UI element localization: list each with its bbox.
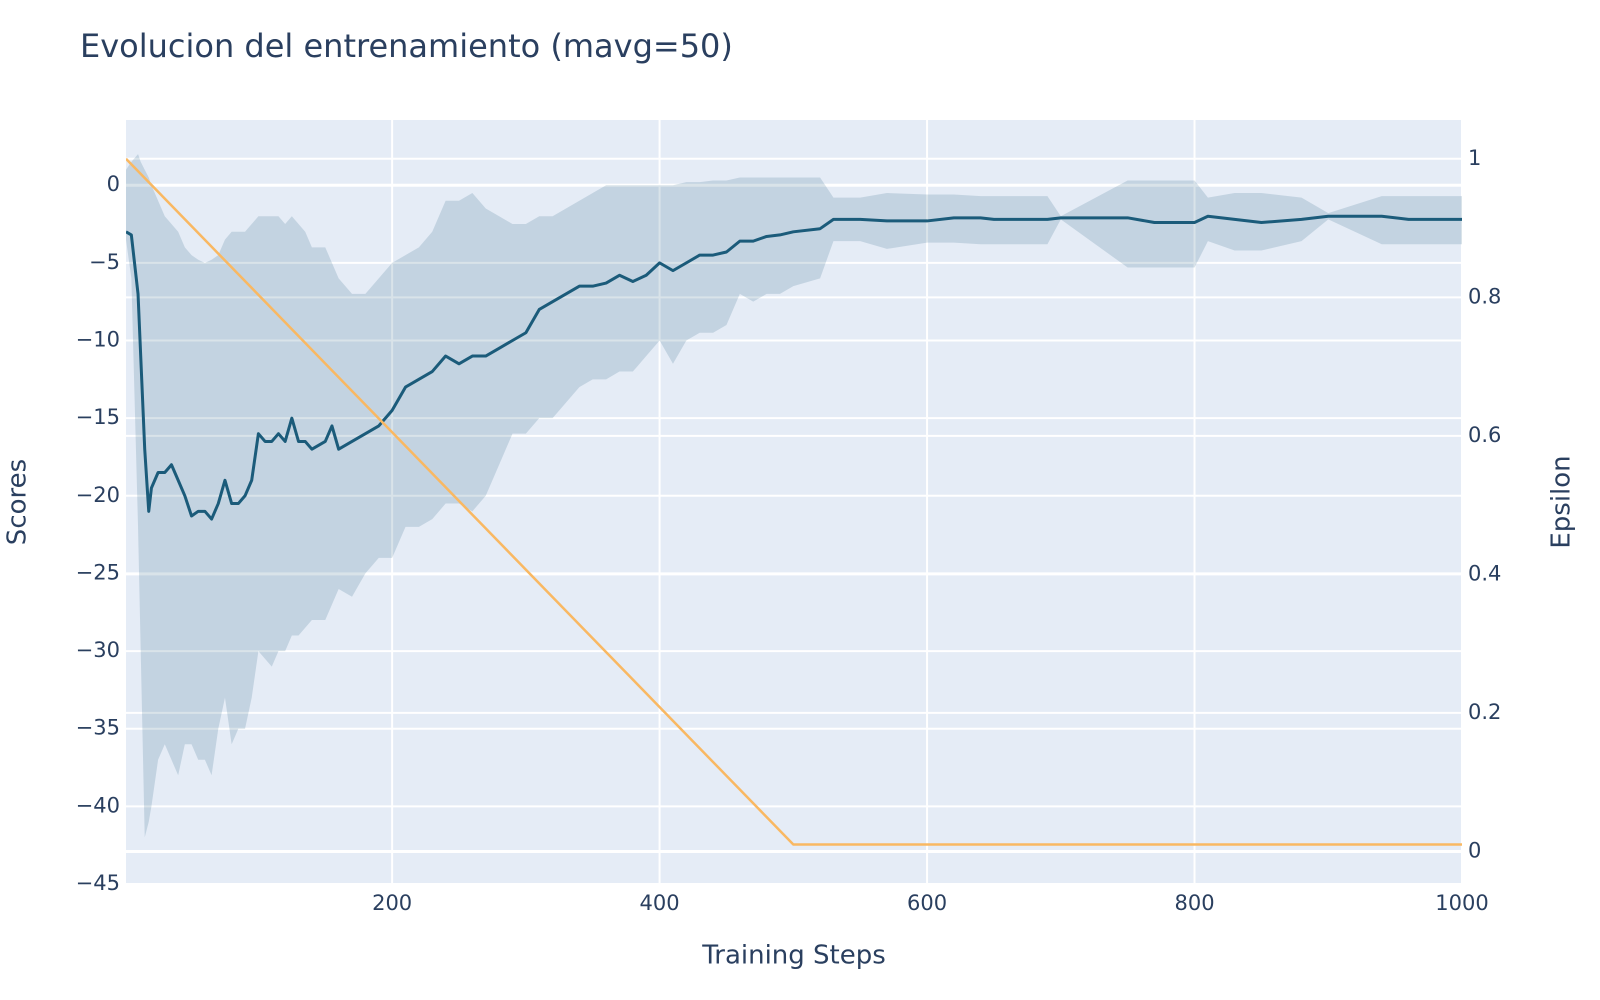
labels: 200 400 600 800 1000 −45 −40 −35 −30 −25 −20 −15 −10… (76, 146, 1502, 915)
score-line (126, 214, 1462, 521)
y-tick-label: −15 (76, 405, 120, 429)
y-tick-label: −30 (76, 638, 120, 662)
y-tick-label: −35 (76, 716, 120, 740)
x-tick-label: 400 (640, 891, 680, 915)
plot-area (126, 120, 1462, 884)
y2-tick-label: 1 (1468, 146, 1481, 170)
y-tick-label: −45 (76, 871, 120, 895)
y2-tick-label: 0.4 (1468, 561, 1501, 585)
x-tick-label: 600 (907, 891, 947, 915)
marks (126, 154, 1462, 846)
chart-title: Evolucion del entrenamiento (mavg=50) (80, 27, 733, 65)
x-tick-label: 800 (1174, 891, 1214, 915)
x-axis-title: Training Steps (701, 941, 886, 971)
y-tick-label: −5 (89, 250, 120, 274)
x-tick-label: 1000 (1435, 891, 1488, 915)
grid (126, 120, 1463, 885)
y2-tick-label: 0.2 (1468, 700, 1501, 724)
y-tick-label: −10 (76, 328, 120, 352)
y-tick-label: 0 (107, 172, 120, 196)
y-axis-title: Scores (3, 459, 33, 545)
y2-tick-label: 0.6 (1468, 423, 1501, 447)
y-tick-label: −40 (76, 793, 120, 817)
epsilon-line (126, 157, 1462, 846)
score-band (126, 154, 1462, 838)
x-tick-label: 200 (372, 891, 412, 915)
y2-tick-label: 0.8 (1468, 284, 1501, 308)
y2-tick-label: 0 (1468, 838, 1481, 862)
y2-axis-title: Epsilon (1547, 455, 1577, 548)
y-tick-label: −20 (76, 483, 120, 507)
y-tick-label: −25 (76, 560, 120, 584)
